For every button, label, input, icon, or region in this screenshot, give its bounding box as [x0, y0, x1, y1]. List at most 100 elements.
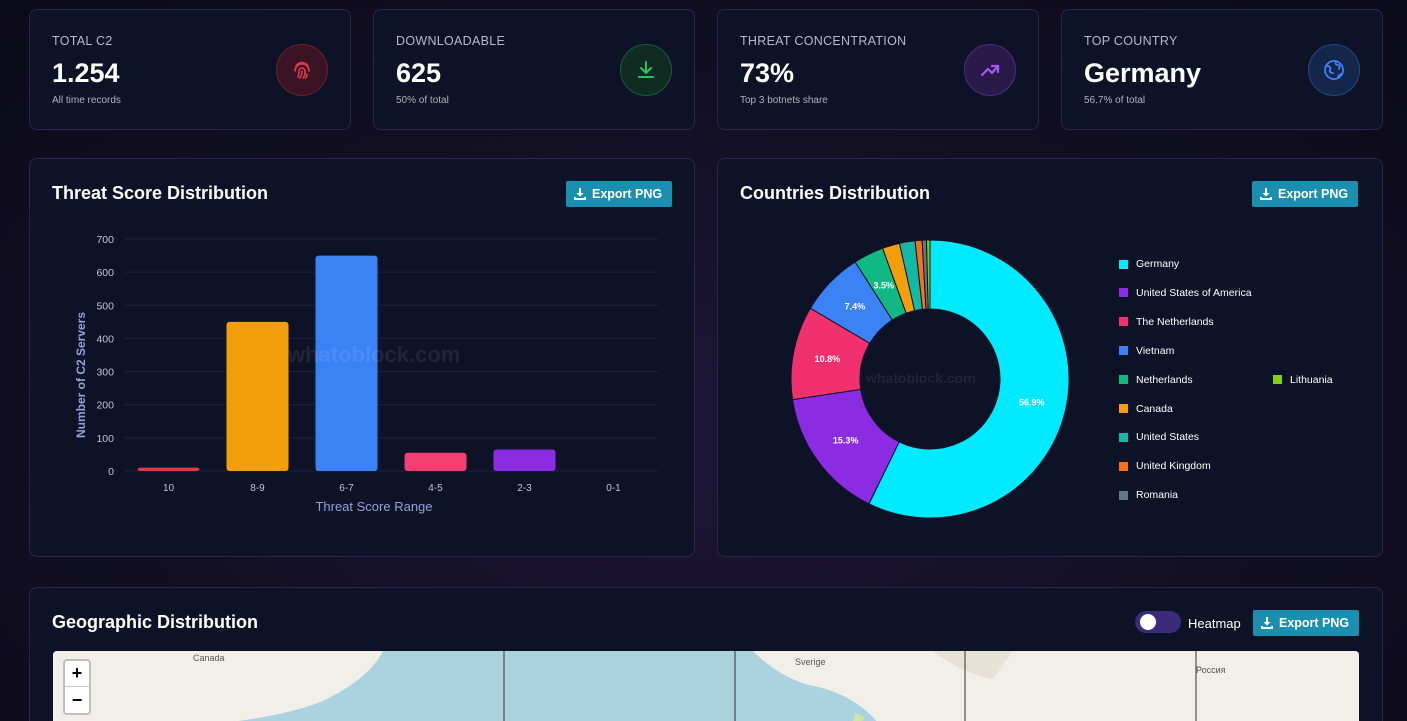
- slice-label: 3.5%: [874, 280, 895, 290]
- stat-value: 625: [396, 58, 442, 88]
- slice-label: 56.9%: [1019, 398, 1045, 408]
- panel-title: Countries Distribution: [740, 183, 930, 203]
- legend-item[interactable]: Lithuania: [1273, 374, 1333, 386]
- download-icon: [574, 188, 586, 200]
- slice-lithuania: [925, 239, 931, 310]
- stat-label: DOWNLOADABLE: [396, 34, 506, 48]
- y-tick-label: 0: [108, 466, 114, 478]
- legend-item[interactable]: Canada: [1119, 403, 1173, 415]
- x-tick-label: 0-1: [606, 483, 621, 494]
- panel-title: Geographic Distribution: [52, 612, 259, 632]
- legend-label: Netherlands: [1136, 373, 1193, 386]
- zoom-in-button[interactable]: +: [65, 661, 89, 687]
- stat-card-total-c2: TOTAL C2 1.254 All time records: [29, 9, 351, 130]
- legend-swatch: [1119, 490, 1128, 500]
- map-tiles: [53, 651, 1359, 721]
- trend-up-icon: [964, 44, 1016, 96]
- legend-label: United States: [1136, 431, 1200, 444]
- y-tick-label: 500: [96, 300, 114, 312]
- export-png-button[interactable]: Export PNG: [1253, 610, 1360, 636]
- legend-label: Canada: [1136, 402, 1173, 415]
- legend-label: United States of America: [1136, 286, 1252, 299]
- stat-label: TOTAL C2: [52, 34, 113, 48]
- stat-value: 73%: [740, 58, 795, 88]
- y-tick-label: 600: [96, 267, 114, 279]
- slice-label: 10.8%: [815, 354, 841, 364]
- bar-8-9: [226, 321, 289, 471]
- x-tick-label: 10: [163, 483, 175, 494]
- y-tick-label: 200: [96, 400, 114, 412]
- legend-item[interactable]: The Netherlands: [1119, 316, 1214, 328]
- x-tick-label: 6-7: [339, 483, 354, 494]
- slice-label: 15.3%: [833, 436, 859, 446]
- stat-sub: All time records: [52, 95, 121, 106]
- legend-item[interactable]: United States of America: [1119, 287, 1252, 299]
- stat-card-threat-concentration: THREAT CONCENTRATION 73% Top 3 botnets s…: [717, 9, 1039, 130]
- legend-swatch: [1273, 375, 1282, 385]
- heatmap-label: Heatmap: [1188, 616, 1241, 631]
- legend-item[interactable]: Germany: [1119, 258, 1179, 270]
- stat-sub: 56.7% of total: [1084, 95, 1146, 106]
- export-png-button[interactable]: Export PNG: [1252, 181, 1359, 207]
- legend-item[interactable]: Netherlands: [1119, 374, 1193, 386]
- legend-item[interactable]: Vietnam: [1119, 345, 1174, 357]
- panel-title: Threat Score Distribution: [52, 183, 269, 203]
- x-tick-label: 4-5: [428, 483, 443, 494]
- y-tick-label: 300: [96, 367, 114, 379]
- countries-donut-chart: 56.9% 15.3% 10.8% 7.4% 3.5%: [790, 239, 1070, 519]
- globe-icon: [1308, 44, 1360, 96]
- stat-card-top-country: TOP COUNTRY Germany 56.7% of total: [1061, 9, 1383, 130]
- legend-swatch: [1119, 461, 1128, 471]
- watermark: whatoblock.com: [288, 342, 461, 367]
- y-tick-label: 400: [96, 333, 114, 345]
- toggle-knob: [1140, 614, 1156, 630]
- download-icon: [1261, 617, 1273, 629]
- legend-swatch: [1119, 317, 1128, 327]
- export-label: Export PNG: [1278, 187, 1349, 201]
- stat-card-downloadable: DOWNLOADABLE 625 50% of total: [373, 9, 695, 130]
- legend-label: Germany: [1136, 258, 1180, 270]
- zoom-out-button[interactable]: −: [71, 689, 83, 710]
- map-label-sverige: Sverige: [795, 657, 826, 667]
- threat-score-bar-chart: 0 100 200 300 400 500 600 700 10 8-9 6-7 4-5 2-3 0-1 T…: [74, 234, 658, 514]
- fingerprint-icon: [276, 44, 328, 96]
- stat-label: TOP COUNTRY: [1084, 34, 1178, 48]
- countries-panel: Countries Distribution Export PNG 56.9% 1…: [717, 158, 1383, 557]
- download-icon: [1260, 188, 1272, 200]
- bar-10: [137, 467, 200, 471]
- bar-2-3: [493, 449, 556, 471]
- bar-4-5: [404, 452, 467, 471]
- slice-germany: [868, 239, 1070, 519]
- legend-label: Romania: [1136, 489, 1179, 502]
- export-png-button[interactable]: Export PNG: [566, 181, 673, 207]
- slice-label: 7.4%: [845, 301, 866, 311]
- map-label-russia: Россия: [1196, 665, 1226, 675]
- legend-item[interactable]: Romania: [1119, 489, 1178, 501]
- x-tick-label: 2-3: [517, 483, 532, 494]
- stat-value: Germany: [1084, 58, 1202, 88]
- bar-6-7: [315, 255, 378, 471]
- legend-swatch: [1119, 404, 1128, 413]
- y-tick-label: 700: [96, 234, 114, 246]
- legend-label: The Netherlands: [1136, 315, 1214, 328]
- watermark: whatoblock.com: [866, 370, 976, 386]
- legend-swatch: [1119, 375, 1128, 385]
- geo-map[interactable]: Canada Sverige Россия: [53, 651, 1359, 721]
- stat-label: THREAT CONCENTRATION: [740, 34, 907, 48]
- legend-item[interactable]: United States: [1119, 431, 1199, 443]
- y-tick-label: 100: [96, 433, 114, 445]
- map-zoom-control: + −: [63, 659, 91, 715]
- stat-value: 1.254: [52, 58, 120, 88]
- export-label: Export PNG: [1279, 616, 1350, 630]
- y-axis-title: Number of C2 Servers: [74, 312, 88, 438]
- legend-swatch: [1119, 288, 1128, 298]
- legend-swatch: [1119, 259, 1128, 269]
- legend-label: United Kingdom: [1136, 460, 1211, 473]
- stat-sub: Top 3 botnets share: [740, 95, 828, 106]
- legend-swatch: [1119, 432, 1128, 442]
- legend-item[interactable]: United Kingdom: [1119, 460, 1211, 472]
- x-axis-title: Threat Score Range: [315, 499, 432, 514]
- heatmap-toggle[interactable]: [1135, 611, 1181, 633]
- legend-swatch: [1119, 346, 1128, 356]
- map-label-canada: Canada: [193, 653, 225, 663]
